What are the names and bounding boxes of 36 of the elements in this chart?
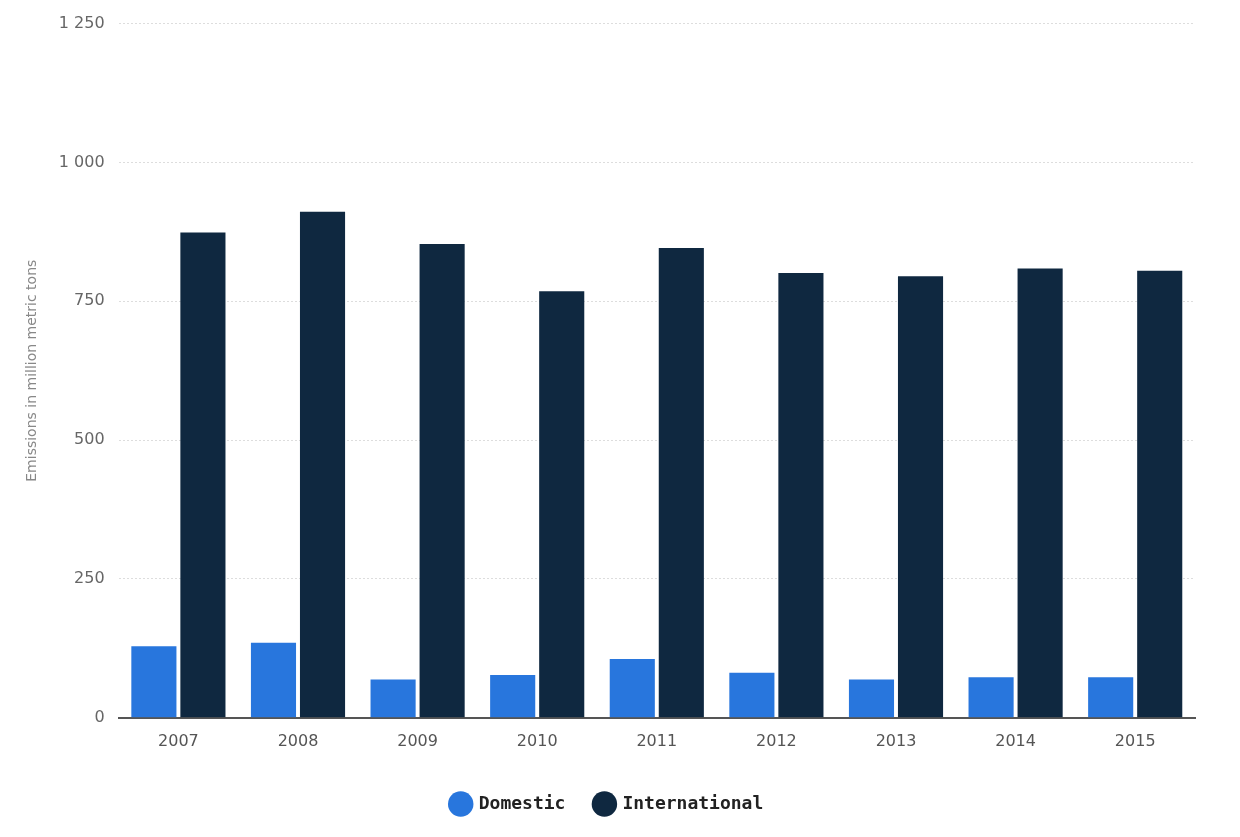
y-tick-label: 500: [74, 429, 105, 449]
x-tick-label: 2015: [1114, 730, 1156, 750]
bar: [299, 211, 346, 718]
bar: [490, 675, 536, 718]
y-axis-title: Emissions in million metric tons: [23, 259, 40, 482]
bar: [609, 658, 655, 718]
legend-label: International: [622, 791, 764, 813]
bar: [1137, 270, 1183, 718]
x-tick-label: 2014: [995, 730, 1036, 750]
y-tick-label: 750: [74, 290, 105, 310]
x-tick-label: 2012: [756, 730, 797, 750]
bar: [968, 677, 1014, 718]
bar: [419, 244, 465, 718]
y-tick-label: 250: [74, 568, 105, 588]
bar: [180, 232, 226, 718]
bar: [658, 247, 704, 718]
bar: [539, 291, 585, 718]
bar: [848, 679, 895, 718]
x-tick-label: 2013: [875, 730, 917, 750]
bar: [250, 642, 297, 718]
bar: [778, 272, 824, 718]
x-tick-label: 2010: [516, 730, 558, 750]
legend-label: Domestic: [478, 791, 566, 813]
y-tick-label: 1 000: [58, 151, 105, 171]
y-tick-label: 1 250: [58, 12, 105, 32]
bar: [1088, 677, 1134, 718]
x-tick-label: 2011: [636, 730, 678, 750]
bar: [1017, 268, 1063, 718]
bar: [370, 679, 416, 718]
x-tick-label: 2007: [158, 730, 199, 750]
x-tick-label: 2009: [397, 730, 438, 750]
bar: [897, 276, 944, 718]
y-tick-label: 0: [94, 706, 105, 726]
x-tick-label: 2008: [277, 730, 319, 750]
bar: [729, 672, 775, 718]
bar: [131, 646, 177, 718]
